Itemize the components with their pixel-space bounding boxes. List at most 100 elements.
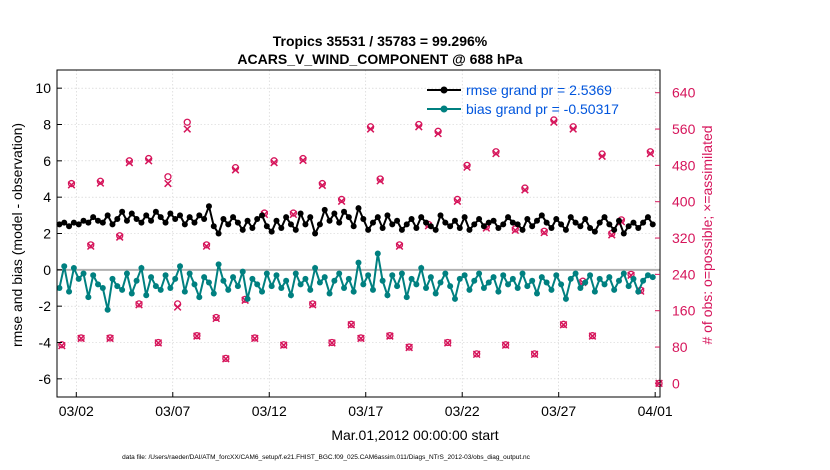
bias-point xyxy=(369,286,376,293)
obs-assimilated-stroke xyxy=(250,334,259,343)
bias-point xyxy=(90,272,97,279)
bias-point xyxy=(423,285,430,291)
obs-possible-point xyxy=(337,195,346,204)
rmse-point xyxy=(456,225,463,232)
bias-point xyxy=(268,283,275,290)
rmse-point xyxy=(471,221,478,228)
rmse-point xyxy=(66,223,73,230)
rmse-point xyxy=(485,219,492,226)
rmse-point xyxy=(365,226,372,233)
obs-possible-point xyxy=(67,179,76,188)
bias-point xyxy=(620,270,627,277)
rmse-point xyxy=(287,221,294,228)
bias-point xyxy=(451,295,458,302)
bias-point xyxy=(95,281,102,288)
rmse-point xyxy=(220,215,227,222)
rmse-point xyxy=(379,225,386,232)
rmse-point xyxy=(572,219,579,226)
obs-possible-point xyxy=(328,338,336,347)
bias-point xyxy=(490,274,497,281)
bias-point xyxy=(389,272,396,279)
bias-point xyxy=(374,250,381,257)
obs-assimilated-point xyxy=(202,242,211,251)
obs-assimilated-point xyxy=(521,186,529,194)
rmse-point xyxy=(263,223,270,230)
bias-point xyxy=(321,274,328,281)
bias-point xyxy=(104,306,111,313)
rmse-point xyxy=(181,221,188,228)
obs-assimilated-stroke xyxy=(318,181,327,190)
rmse-point xyxy=(500,221,507,228)
bias-point xyxy=(312,265,319,272)
obs-assimilated-stroke xyxy=(530,350,539,359)
obs-possible-point xyxy=(492,148,500,156)
rmse-point xyxy=(384,212,391,219)
rmse-point xyxy=(326,217,333,224)
obs-possible-point xyxy=(309,300,317,308)
obs-assimilated-point xyxy=(646,149,655,158)
rmse-point xyxy=(447,223,454,230)
rmse-point xyxy=(336,219,343,226)
bias-point xyxy=(287,292,294,299)
rmse-point xyxy=(529,223,536,230)
obs-assimilated-stroke xyxy=(106,334,114,343)
bias-point xyxy=(263,270,270,277)
rmse-point xyxy=(432,226,439,233)
bias-point xyxy=(99,285,106,291)
rmse-point xyxy=(509,219,516,226)
y-right-tick-label: 160 xyxy=(672,303,696,319)
obs-assimilated-point xyxy=(57,341,66,350)
x-tick-label: 03/07 xyxy=(155,403,190,419)
bias-point xyxy=(558,281,565,288)
obs-assimilated-stroke xyxy=(308,300,317,309)
bias-point xyxy=(408,275,415,282)
rmse-point xyxy=(427,223,434,230)
obs-possible-point xyxy=(395,241,404,249)
y-axis-label-right: # of obs: o=possible; ×=assimilated xyxy=(699,125,715,344)
rmse-point xyxy=(567,214,574,221)
bias-point xyxy=(341,285,348,291)
rmse-point xyxy=(408,215,415,222)
bias-point xyxy=(273,272,280,279)
obs-assimilated-point xyxy=(501,341,510,350)
bias-point xyxy=(85,294,92,301)
bias-point xyxy=(587,272,594,279)
bias-point xyxy=(259,288,266,295)
bias-point xyxy=(461,272,468,279)
rmse-point xyxy=(254,215,261,222)
rmse-point xyxy=(109,221,116,228)
obs-assimilated-point xyxy=(270,158,278,167)
obs-assimilated-stroke xyxy=(569,125,577,133)
bias-point xyxy=(432,290,439,297)
bias-point xyxy=(606,274,613,281)
obs-assimilated-stroke xyxy=(154,339,163,347)
bias-point xyxy=(360,281,367,288)
rmse-point xyxy=(369,219,376,226)
obs-possible-point xyxy=(183,118,191,126)
rmse-point xyxy=(398,226,405,233)
rmse-point xyxy=(268,228,275,235)
obs-assimilated-point xyxy=(279,341,288,350)
obs-assimilated-stroke xyxy=(598,152,606,161)
bias-point xyxy=(495,288,502,295)
obs-assimilated-stroke xyxy=(521,186,529,194)
obs-assimilated-stroke xyxy=(164,179,172,188)
x-tick-label: 03/17 xyxy=(348,403,383,419)
bias-point xyxy=(278,285,285,291)
obs-possible-point xyxy=(154,338,162,347)
bias-point xyxy=(148,274,155,281)
series-layer xyxy=(56,202,656,313)
obs-assimilated-point xyxy=(250,334,259,343)
obs-assimilated-stroke xyxy=(550,118,558,127)
y-left-tick-label: 6 xyxy=(43,153,51,169)
x-tick-label: 03/02 xyxy=(59,403,94,419)
rmse-point xyxy=(191,219,198,226)
obs-assimilated-point xyxy=(550,118,558,127)
bias-point xyxy=(201,274,208,281)
rmse-point xyxy=(138,219,145,226)
bias-point xyxy=(123,270,130,277)
obs-assimilated-stroke xyxy=(395,242,404,251)
obs-assimilated-point xyxy=(193,332,201,340)
bias-point xyxy=(500,272,507,279)
rmse-point xyxy=(278,225,285,232)
